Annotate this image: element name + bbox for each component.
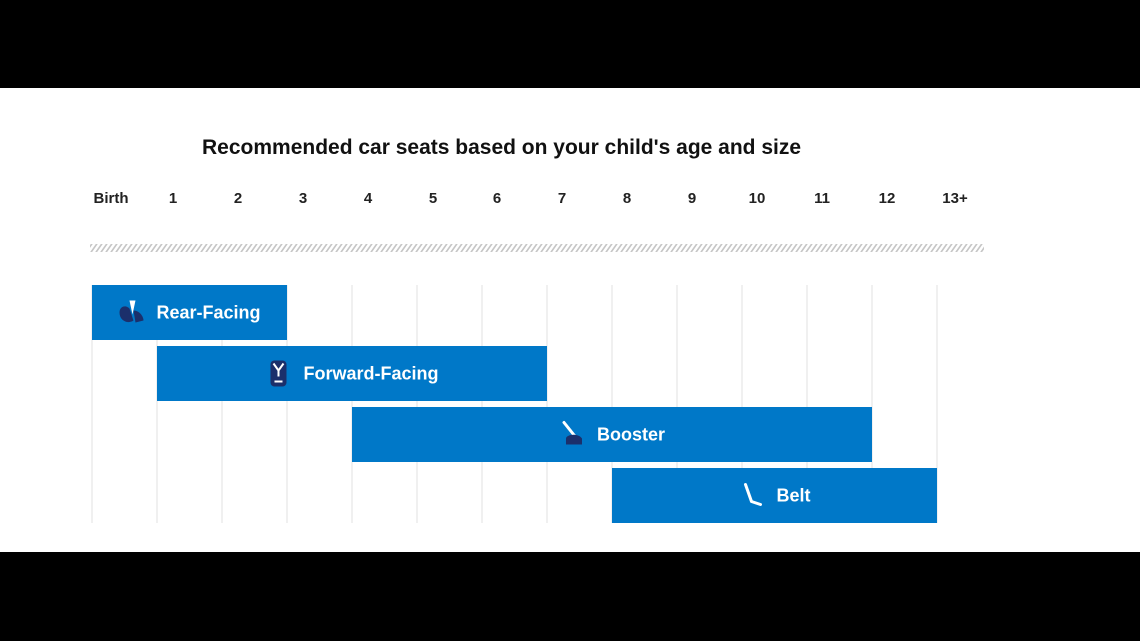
x-tick-label: 4 xyxy=(364,190,373,207)
chart-panel: Recommended car seats based on your chil… xyxy=(0,88,1140,552)
x-tick-label: 6 xyxy=(493,190,501,207)
bars: Rear-Facing Forward-Facing Booster Belt xyxy=(92,285,937,523)
x-tick-label: 11 xyxy=(814,190,830,207)
x-axis-ticks: Birth 1 2 3 4 5 6 7 8 9 10 11 12 13+ xyxy=(94,190,968,207)
bar-forward-facing: Forward-Facing xyxy=(157,346,547,401)
x-tick-label: 2 xyxy=(234,190,242,207)
bar-label: Rear-Facing xyxy=(156,303,260,323)
bar-belt: Belt xyxy=(612,468,937,523)
x-tick-label: 13+ xyxy=(942,190,968,207)
x-tick-label: 9 xyxy=(688,190,696,207)
x-tick-label: 1 xyxy=(169,190,177,207)
x-tick-label: 8 xyxy=(623,190,631,207)
bar-label: Forward-Facing xyxy=(303,364,438,384)
x-tick-label: 3 xyxy=(299,190,307,207)
x-tick-label: 10 xyxy=(749,190,766,207)
x-tick-label: 7 xyxy=(558,190,566,207)
bar-label: Booster xyxy=(597,425,665,445)
bar-rect xyxy=(612,468,937,523)
x-tick-label: 12 xyxy=(879,190,896,207)
chart-canvas: Birth 1 2 3 4 5 6 7 8 9 10 11 12 13+ Rear-FacingForwa… xyxy=(0,88,1140,552)
bar-rear-facing: Rear-Facing xyxy=(92,285,287,340)
x-tick-label: Birth xyxy=(94,190,129,207)
forward-facing-seat-icon xyxy=(270,361,286,387)
bar-booster: Booster xyxy=(352,407,872,462)
bar-label: Belt xyxy=(776,486,810,506)
axis-hatch-strip xyxy=(90,244,984,252)
x-tick-label: 5 xyxy=(429,190,437,207)
